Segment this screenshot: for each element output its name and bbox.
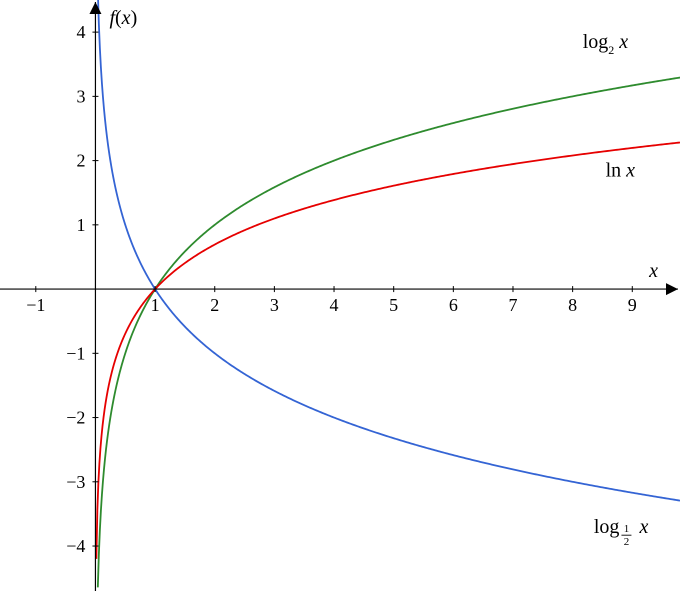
x-tick-label: 9 bbox=[628, 295, 637, 315]
svg-text:2: 2 bbox=[624, 536, 630, 548]
series-label-loghalf: log bbox=[594, 516, 620, 538]
x-tick-label: 1 bbox=[151, 295, 160, 315]
x-axis-title: x bbox=[648, 260, 658, 282]
y-tick-label: 1 bbox=[76, 215, 85, 235]
x-tick-label: 4 bbox=[330, 295, 339, 315]
svg-text:1: 1 bbox=[624, 523, 630, 535]
y-tick-label: −4 bbox=[66, 536, 85, 556]
y-tick-label: 2 bbox=[76, 151, 85, 171]
x-tick-label: 5 bbox=[389, 295, 398, 315]
x-tick-label: 7 bbox=[508, 295, 517, 315]
x-tick-label: −1 bbox=[26, 295, 45, 315]
x-tick-label: 8 bbox=[568, 295, 577, 315]
y-tick-label: 3 bbox=[76, 86, 85, 106]
y-tick-label: −3 bbox=[66, 472, 85, 492]
y-tick-label: −2 bbox=[66, 408, 85, 428]
series-label-ln: ln x bbox=[606, 160, 636, 182]
x-tick-label: 2 bbox=[210, 295, 219, 315]
svg-text:x: x bbox=[638, 516, 648, 538]
y-axis-title: f(x) bbox=[109, 7, 137, 29]
y-tick-label: −1 bbox=[66, 343, 85, 363]
y-tick-label: 4 bbox=[76, 22, 85, 42]
chart-svg: −1123456789−4−3−2−11234xf(x)log2 xln xlo… bbox=[0, 0, 680, 591]
logarithm-chart: −1123456789−4−3−2−11234xf(x)log2 xln xlo… bbox=[0, 0, 680, 591]
x-tick-label: 3 bbox=[270, 295, 279, 315]
x-tick-label: 6 bbox=[449, 295, 458, 315]
